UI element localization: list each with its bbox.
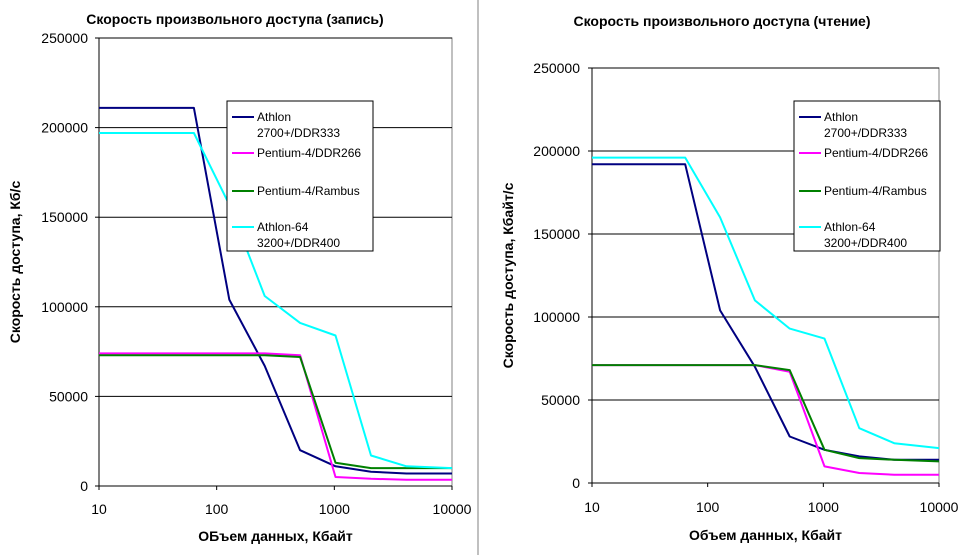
x-tick-label: 10 [91, 501, 107, 517]
y-tick-label: 250000 [41, 30, 88, 46]
y-tick-label: 100000 [41, 299, 88, 315]
x-tick-label: 100 [205, 501, 229, 517]
legend-entry: Pentium-4/DDR266 [824, 146, 928, 160]
series-line [99, 354, 452, 470]
legend-entry: Pentium-4/DDR266 [257, 146, 361, 160]
y-tick-label: 0 [80, 478, 88, 494]
x-tick-label: 10000 [920, 499, 959, 515]
y-axis-title: Скорость доступа, Кбайт/с [500, 182, 516, 368]
chart-1: 0 50000 100000 150000 200000 250000 10 100 1000 1… [7, 11, 472, 544]
x-axis-title: Объем данных, Кбайт [689, 527, 842, 543]
y-tick-label: 150000 [41, 209, 88, 225]
legend-entry: Athlon-64 [824, 220, 876, 234]
series-line [99, 132, 453, 470]
x-tick-label: 10000 [433, 501, 472, 517]
x-tick-label: 10 [584, 499, 600, 515]
series-line [99, 352, 452, 481]
y-tick-label: 0 [572, 475, 580, 491]
legend: Athlon 2700+/DDR333 Pentium-4/DDR266 Pentiu… [793, 100, 941, 252]
legend-entry: Athlon [257, 110, 291, 124]
x-tick-label: 1000 [808, 499, 839, 515]
y-tick-label: 200000 [533, 143, 580, 159]
y-tick-label: 200000 [41, 120, 88, 136]
legend-entry: Athlon-64 [257, 220, 309, 234]
series-line [99, 106, 452, 475]
chart-title: Скорость произвольного доступа (чтение) [574, 13, 871, 29]
legend-entry: Pentium-4/Rambus [824, 184, 927, 198]
y-tick-label: 100000 [533, 309, 580, 325]
x-tick-label: 1000 [319, 501, 350, 517]
x-tick-label: 100 [696, 499, 720, 515]
y-tick-label: 50000 [49, 388, 88, 404]
y-tick-label: 250000 [533, 60, 580, 76]
y-tick-label: 150000 [533, 226, 580, 242]
chart-2: 0 50000 100000 150000 200000 250000 10 100 1000 1… [500, 13, 959, 543]
legend-entry: Pentium-4/Rambus [257, 184, 360, 198]
legend-entry: Athlon [824, 110, 858, 124]
legend-entry: 3200+/DDR400 [257, 236, 340, 250]
legend: Athlon 2700+/DDR333 Pentium-4/DDR266 Pentiu… [226, 100, 374, 252]
legend-entry: 3200+/DDR400 [824, 236, 907, 250]
series-line [592, 156, 940, 450]
x-axis-title: ОБъем данных, Кбайт [198, 528, 353, 544]
chart-title: Скорость произвольного доступа (запись) [86, 11, 383, 27]
legend-entry: 2700+/DDR333 [824, 126, 907, 140]
series-line [592, 364, 940, 463]
y-tick-label: 50000 [541, 392, 580, 408]
y-axis-title: Скорость доступа, Кб/с [7, 181, 23, 344]
legend-entry: 2700+/DDR333 [257, 126, 340, 140]
